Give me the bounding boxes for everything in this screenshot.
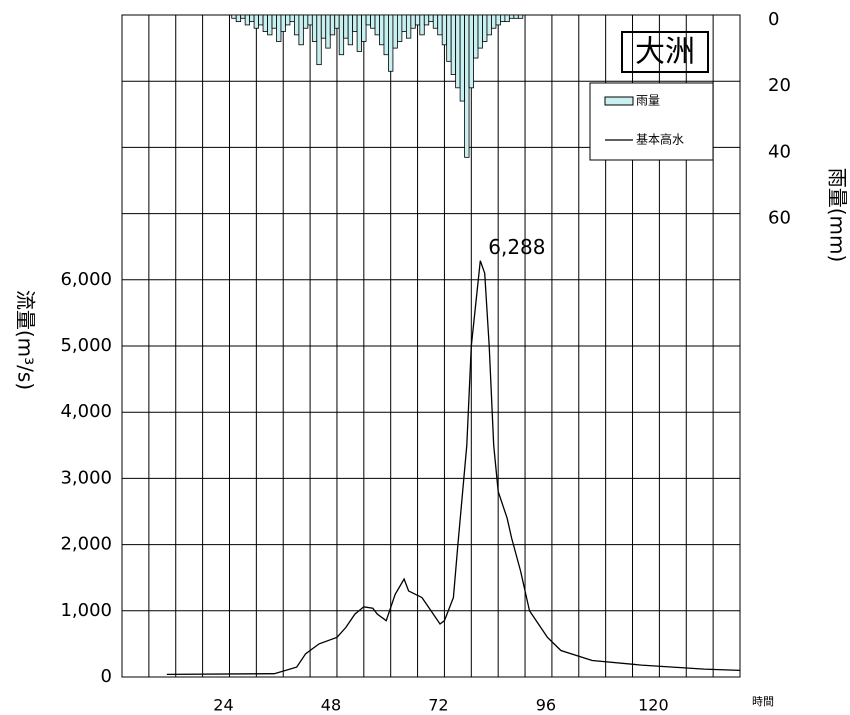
- rain-bar: [240, 14, 246, 19]
- rain-bar: [280, 14, 286, 32]
- rain-bar: [352, 14, 358, 32]
- rain-bar: [262, 14, 268, 32]
- rain-bar: [267, 14, 273, 36]
- rain-bar: [356, 14, 362, 52]
- rain-bar: [235, 14, 242, 23]
- rain-bar: [455, 14, 461, 89]
- rain-bar: [276, 14, 282, 42]
- data-label: 6,288: [488, 235, 545, 259]
- title-box: [621, 31, 709, 73]
- rain-bar: [446, 14, 452, 62]
- x-tick-label: 120: [638, 696, 669, 715]
- rain-bar: [500, 14, 506, 23]
- rain-bar: [271, 14, 277, 29]
- rain-bar: [441, 14, 448, 46]
- rain-bar: [450, 14, 457, 75]
- rain-bar: [338, 14, 345, 56]
- rain-bar: [343, 14, 349, 39]
- rain-bar: [316, 14, 322, 66]
- chart-title: 大洲: [635, 35, 695, 70]
- rain-bar: [329, 14, 336, 36]
- rain-bar: [459, 14, 465, 102]
- rain-bar: [477, 14, 483, 49]
- rain-bar: [258, 14, 264, 26]
- rain-bar: [410, 14, 416, 29]
- rain-bar: [423, 14, 430, 26]
- rain-bar: [392, 14, 398, 49]
- rain-bar: [302, 14, 309, 29]
- rain-bar: [383, 14, 389, 56]
- rain-bar: [464, 14, 470, 158]
- rain-bar: [298, 14, 304, 46]
- y2-tick-label: 40: [768, 141, 791, 162]
- y-tick-label: 5,000: [60, 335, 112, 356]
- rain-bar: [508, 14, 515, 19]
- rain-bar: [294, 14, 300, 36]
- y2-tick-label: 20: [768, 75, 791, 96]
- y-tick-label: 6,000: [60, 269, 112, 290]
- y-tick-label: 3,000: [60, 467, 112, 488]
- rain-bar: [379, 14, 385, 46]
- rain-bar: [361, 14, 367, 42]
- legend-box: [589, 82, 714, 161]
- x-tick-label: 24: [213, 696, 233, 715]
- rain-bar: [468, 14, 474, 89]
- rain-bar: [504, 14, 510, 23]
- rain-bar: [486, 14, 492, 36]
- rain-bar: [428, 14, 434, 23]
- x-tick-label: 48: [321, 696, 341, 715]
- y-tick-label: 2,000: [60, 534, 112, 555]
- y2-tick-label: 60: [768, 208, 791, 229]
- legend-label: 雨量: [636, 94, 660, 108]
- rain-bar: [325, 14, 331, 49]
- x-axis-label: 時間: [752, 695, 774, 708]
- rain-bar: [307, 14, 313, 26]
- y-axis-label: 流量(m³/s): [14, 290, 38, 390]
- rain-bar: [370, 14, 376, 29]
- rain-bar: [414, 14, 421, 26]
- rain-bar: [289, 14, 295, 23]
- rain-bar: [397, 14, 403, 42]
- y2-axis-label: 雨量(mm): [826, 168, 850, 263]
- x-tick-label: 72: [428, 696, 448, 715]
- rain-bar: [495, 14, 501, 26]
- y2-tick-label: 0: [768, 9, 779, 30]
- rain-bar: [347, 14, 354, 46]
- rain-bar: [374, 14, 380, 36]
- rain-bar: [334, 14, 340, 29]
- rain-bar: [437, 14, 443, 36]
- rain-bar: [517, 14, 524, 19]
- rain-bar: [419, 14, 425, 36]
- rain-bar: [249, 14, 255, 23]
- rain-bar: [401, 14, 407, 32]
- rain-bar: [320, 14, 327, 39]
- rain-bar: [253, 14, 259, 29]
- rain-bar: [432, 14, 439, 29]
- rain-bar: [405, 14, 412, 39]
- legend-label: 基本高水: [636, 132, 684, 147]
- rain-bar: [244, 14, 251, 26]
- rain-bar: [482, 14, 488, 42]
- x-tick-label: 96: [536, 696, 556, 715]
- rain-bar: [513, 14, 519, 19]
- rain-bar: [285, 14, 291, 26]
- y-tick-label: 1,000: [60, 600, 112, 621]
- legend-swatch: [604, 96, 634, 106]
- rain-bar: [231, 14, 237, 19]
- rain-bar: [311, 14, 318, 42]
- rain-bar: [473, 14, 479, 59]
- y-tick-label: 4,000: [60, 401, 112, 422]
- rain-bar: [491, 14, 497, 29]
- flow-line: [166, 260, 741, 676]
- rain-bar: [388, 14, 394, 72]
- rain-bar: [365, 14, 371, 26]
- y-tick-label: 0: [101, 666, 112, 687]
